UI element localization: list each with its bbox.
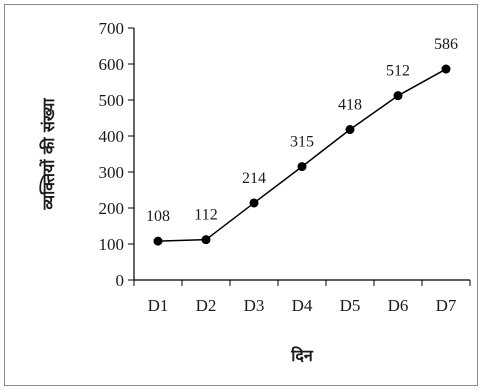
x-tick-label: D2 (196, 296, 217, 315)
x-tick-label: D4 (292, 296, 313, 315)
y-tick-label: 700 (99, 19, 125, 38)
chart-frame (4, 4, 478, 386)
y-tick-label: 0 (116, 271, 125, 290)
y-tick-label: 100 (99, 235, 125, 254)
data-point (345, 125, 355, 135)
x-tick-label: D3 (244, 296, 265, 315)
data-label: 418 (338, 97, 362, 114)
x-axis-title: दिन (290, 346, 314, 365)
data-markers (153, 64, 451, 246)
data-label: 586 (434, 36, 458, 53)
data-point (153, 236, 163, 246)
y-tick-label: 300 (99, 163, 125, 182)
y-tick-label: 500 (99, 91, 125, 110)
y-tick-label: 600 (99, 55, 125, 74)
y-ticks: 0 100 200 300 400 500 600 700 (99, 19, 134, 290)
data-point (297, 162, 307, 172)
data-label: 214 (242, 170, 266, 187)
y-axis-title: व्यक्तियों की संख्या (39, 98, 58, 211)
data-point (441, 64, 451, 74)
x-tick-label: D1 (148, 296, 169, 315)
data-point (393, 91, 403, 101)
data-label: 112 (194, 207, 217, 224)
data-labels: 108 112 214 315 418 512 586 (146, 36, 458, 225)
data-label: 315 (290, 134, 314, 151)
data-point (249, 198, 259, 208)
y-tick-label: 200 (99, 199, 125, 218)
data-label: 108 (146, 208, 170, 225)
x-tick-label: D6 (388, 296, 409, 315)
y-tick-label: 400 (99, 127, 125, 146)
x-tick-label: D5 (340, 296, 361, 315)
x-ticks: D1 D2 D3 D4 D5 D6 D7 (133, 280, 471, 315)
x-tick-label: D7 (436, 296, 457, 315)
data-point (201, 235, 211, 245)
data-label: 512 (386, 63, 410, 80)
